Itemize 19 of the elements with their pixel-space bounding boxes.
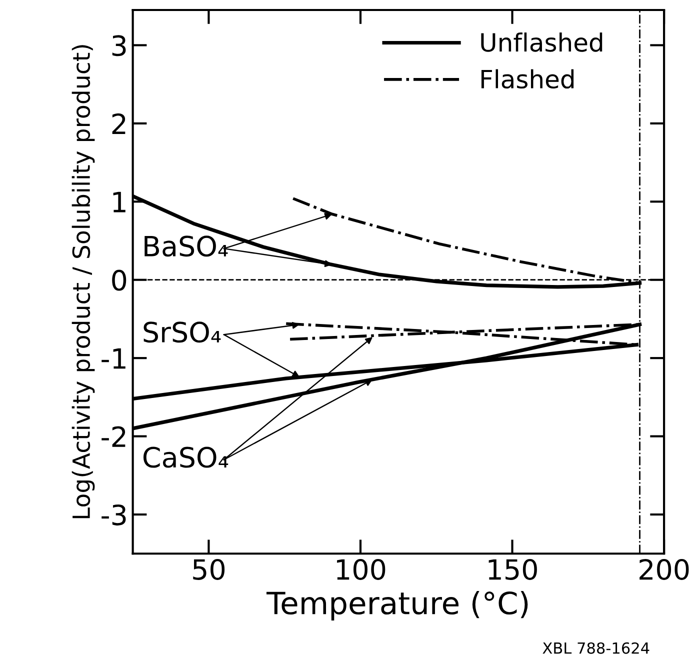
y-tick-label: 2 xyxy=(112,113,126,134)
x-axis-title: Temperature (°C) xyxy=(266,590,528,620)
annotation: CaSO₄ xyxy=(143,446,228,468)
legend-label: Unflashed xyxy=(481,32,602,52)
y-tick-label: -3 xyxy=(102,504,126,526)
annotation: BaSO₄ xyxy=(144,236,228,257)
x-tick-label: 100 xyxy=(337,558,386,580)
y-tick-label: 1 xyxy=(113,192,126,212)
annotation: SrSO₄ xyxy=(144,322,221,343)
y-tick-label: -1 xyxy=(102,348,126,369)
x-tick-label: 50 xyxy=(193,558,225,580)
x-tick-label: 150 xyxy=(488,558,537,580)
y-tick-label: -2 xyxy=(102,426,126,447)
y-axis-title: Log(Activity product / Solubility product) xyxy=(72,45,95,518)
x-tick-label: 200 xyxy=(640,558,689,580)
y-tick-label: 0 xyxy=(112,270,126,291)
legend-label: Flashed xyxy=(481,69,574,89)
text: XBL 788-1624 xyxy=(542,642,650,654)
y-tick-label: 3 xyxy=(112,35,126,56)
